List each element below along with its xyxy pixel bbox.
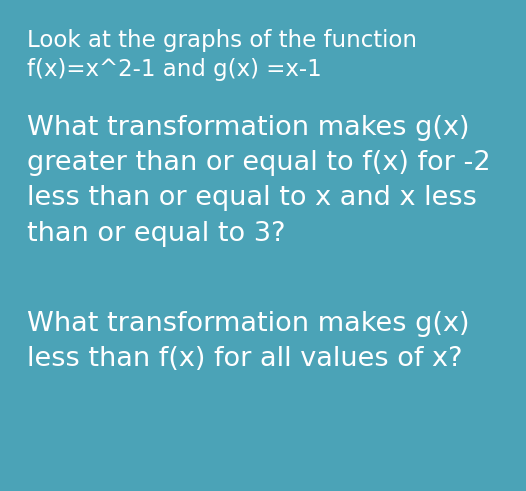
Text: less than f(x) for all values of x?: less than f(x) for all values of x? [27, 347, 463, 372]
Text: less than or equal to x and x less: less than or equal to x and x less [27, 186, 477, 211]
Text: greater than or equal to f(x) for -2: greater than or equal to f(x) for -2 [27, 150, 491, 176]
Text: than or equal to 3?: than or equal to 3? [27, 221, 286, 246]
Text: What transformation makes g(x): What transformation makes g(x) [27, 311, 470, 337]
Text: What transformation makes g(x): What transformation makes g(x) [27, 115, 470, 140]
Text: f(x)=x^2-1 and g(x) =x-1: f(x)=x^2-1 and g(x) =x-1 [27, 58, 322, 81]
Text: Look at the graphs of the function: Look at the graphs of the function [27, 29, 417, 52]
FancyBboxPatch shape [6, 6, 520, 485]
